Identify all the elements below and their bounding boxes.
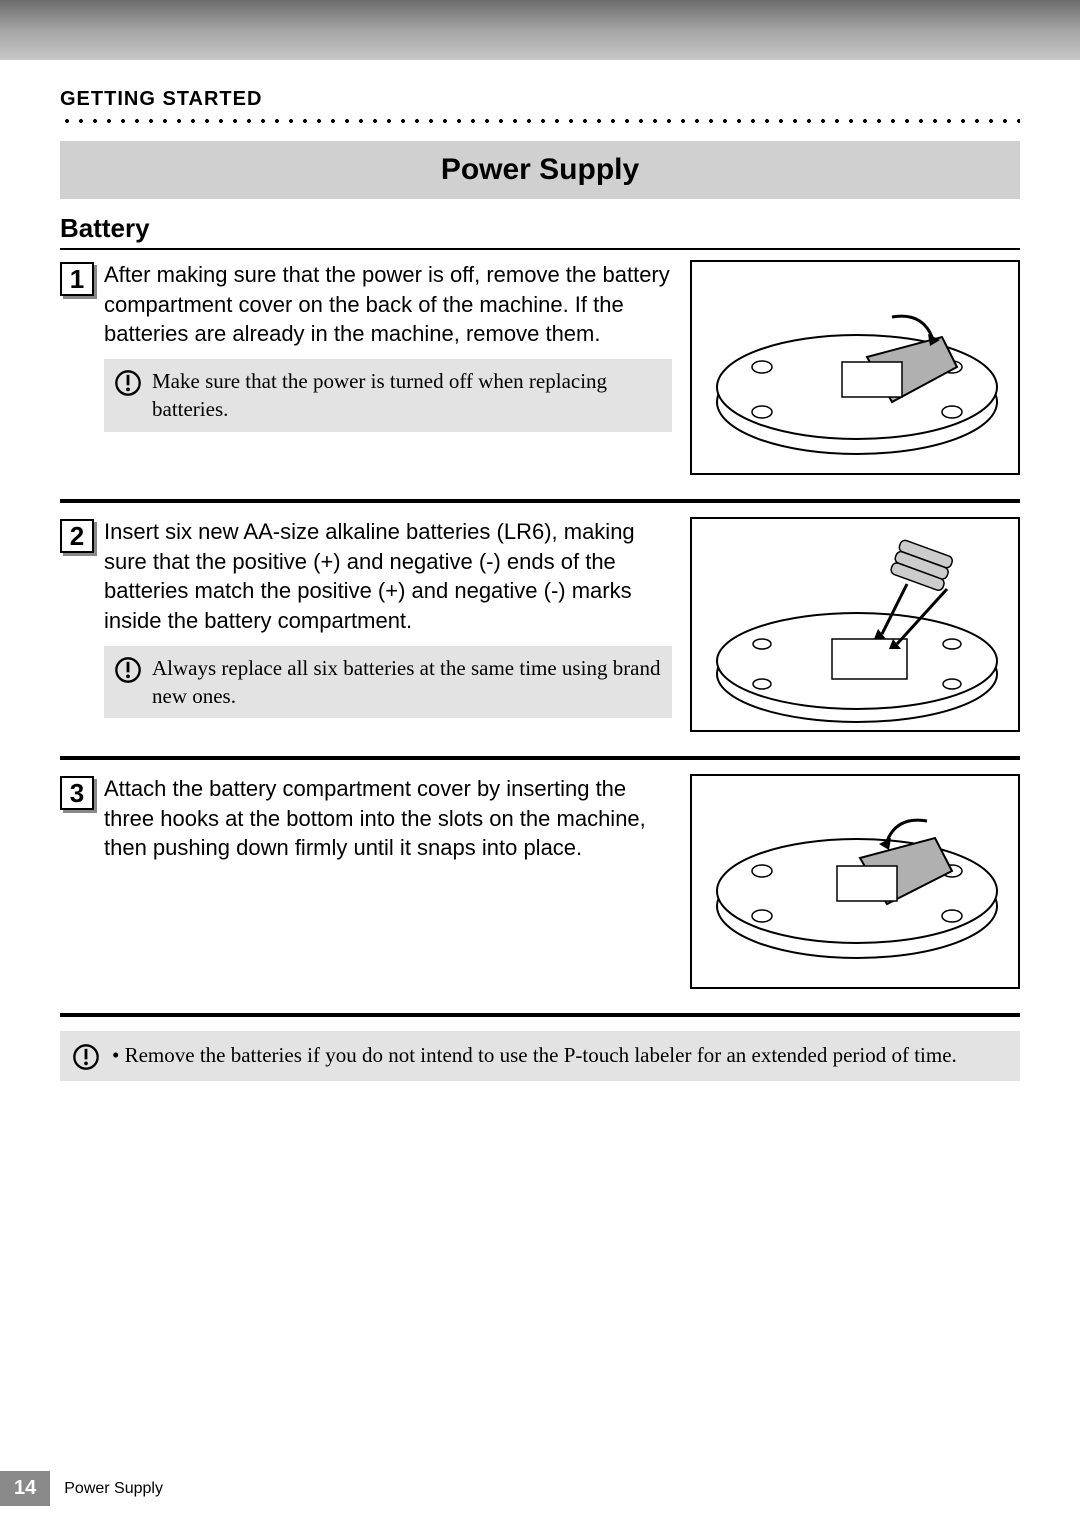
thick-rule: [60, 756, 1020, 760]
dotted-divider: [60, 119, 1020, 123]
note-text: • Remove the batteries if you do not int…: [112, 1041, 957, 1070]
step-text: Insert six new AA-size alkaline batterie…: [104, 517, 672, 636]
page-footer: 14 Power Supply: [0, 1471, 163, 1506]
step-text: After making sure that the power is off,…: [104, 260, 672, 349]
illustration: [690, 774, 1020, 989]
top-banner: [0, 0, 1080, 60]
step-text-col: 2 Insert six new AA-size alkaline batter…: [60, 517, 672, 732]
step-row: 2 Insert six new AA-size alkaline batter…: [60, 517, 1020, 732]
illustration-col: [690, 260, 1020, 475]
step-row: 3 Attach the battery compartment cover b…: [60, 774, 1020, 989]
footer-title: Power Supply: [64, 1480, 163, 1498]
thick-rule: [60, 499, 1020, 503]
step-body: Attach the battery compartment cover by …: [104, 774, 672, 873]
step-text-col: 1 After making sure that the power is of…: [60, 260, 672, 475]
page-number: 14: [0, 1471, 50, 1506]
caution-icon: [114, 369, 142, 397]
note-text: Make sure that the power is turned off w…: [152, 367, 662, 424]
illustration: [690, 260, 1020, 475]
caution-icon: [72, 1043, 100, 1071]
caution-icon: [114, 656, 142, 684]
illustration-col: [690, 774, 1020, 989]
step-text-col: 3 Attach the battery compartment cover b…: [60, 774, 672, 989]
bottom-caution-note: • Remove the batteries if you do not int…: [60, 1031, 1020, 1081]
illustration: [690, 517, 1020, 732]
page-content: GETTING STARTED Power Supply Battery 1 A…: [0, 60, 1080, 1081]
step-body: Insert six new AA-size alkaline batterie…: [104, 517, 672, 718]
note-text: Always replace all six batteries at the …: [152, 654, 662, 711]
section-label: GETTING STARTED: [60, 88, 1020, 111]
step-number: 1: [60, 262, 94, 296]
subsection-heading: Battery: [60, 213, 1020, 244]
rule: [60, 248, 1020, 250]
illustration-col: [690, 517, 1020, 732]
page-title: Power Supply: [60, 141, 1020, 199]
step-body: After making sure that the power is off,…: [104, 260, 672, 432]
thick-rule: [60, 1013, 1020, 1017]
step-row: 1 After making sure that the power is of…: [60, 260, 1020, 475]
caution-note: Always replace all six batteries at the …: [104, 646, 672, 719]
step-number: 2: [60, 519, 94, 553]
caution-note: Make sure that the power is turned off w…: [104, 359, 672, 432]
step-number: 3: [60, 776, 94, 810]
step-text: Attach the battery compartment cover by …: [104, 774, 672, 863]
